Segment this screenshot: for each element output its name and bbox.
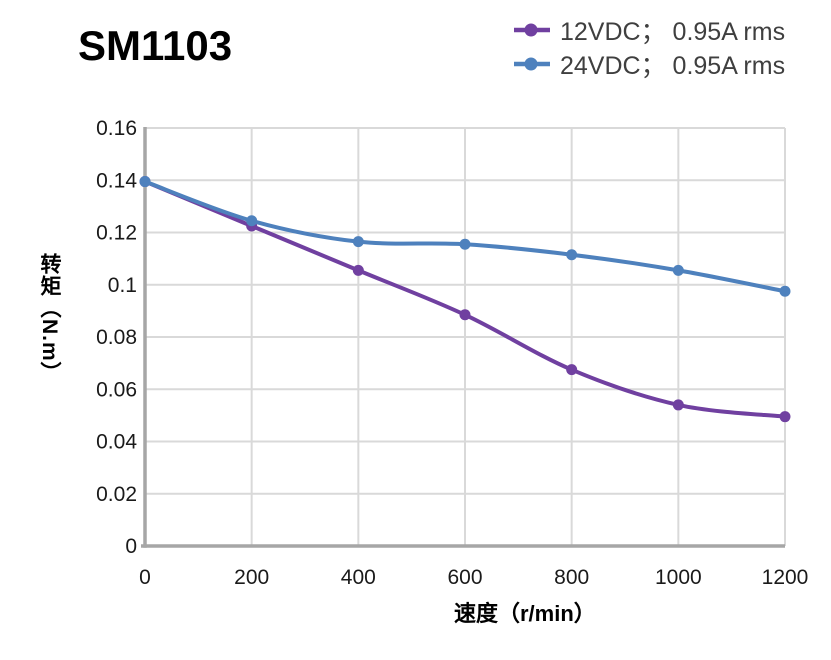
svg-text:0.06: 0.06 [96,378,137,401]
svg-text:0.16: 0.16 [96,117,137,140]
data-point-marker [566,249,578,261]
data-point-marker [672,399,684,411]
svg-text:0.14: 0.14 [96,169,137,192]
x-axis-title: 速度（r/min） [454,601,596,626]
svg-text:600: 600 [447,566,482,589]
legend-label-24vdc: 24VDC； 0.95A rms [560,52,786,80]
chart-title: SM1103 [78,22,233,69]
svg-text:0.08: 0.08 [96,326,137,349]
data-point-marker [779,285,791,297]
data-point-marker [246,215,258,227]
legend-dot-icon [524,57,538,71]
svg-text:1200: 1200 [762,566,809,589]
svg-text:800: 800 [554,566,589,589]
svg-text:0: 0 [125,535,137,558]
legend-label-12vdc: 12VDC； 0.95A rms [560,18,786,46]
data-point-marker [352,264,364,276]
axes [141,127,785,548]
gridlines [145,127,786,546]
data-point-marker [352,236,364,248]
svg-text:0.1: 0.1 [108,274,137,297]
svg-text:200: 200 [234,566,269,589]
legend-dot-icon [524,23,538,37]
svg-text:400: 400 [341,566,376,589]
legend-swatch-0 [514,23,550,37]
x-tick-labels: 0 200 400 600 800 1000 1200 [139,566,808,589]
y-tick-labels: 0 0.02 0.04 0.06 0.08 0.1 0.12 0.14 0.16 [96,117,137,558]
svg-text:0.04: 0.04 [96,431,137,454]
legend-swatch-1 [514,57,550,71]
legend-item-12vdc: 12VDC； 0.95A rms [512,13,785,47]
svg-text:1000: 1000 [655,566,702,589]
data-point-marker [459,309,471,321]
y-axis-title: 转矩（N.m） [38,253,61,384]
svg-text:0.12: 0.12 [96,222,137,245]
svg-text:0: 0 [139,566,151,589]
data-point-marker [566,364,578,376]
data-point-marker [139,176,151,188]
series-markers-24vdc [139,176,791,297]
svg-text:0.02: 0.02 [96,483,137,506]
legend: 12VDC； 0.95A rms 24VDC； 0.95A rms [512,13,785,81]
data-point-marker [459,238,471,250]
legend-item-24vdc: 24VDC； 0.95A rms [512,47,785,81]
data-point-marker [672,264,684,276]
data-point-marker [779,411,791,423]
